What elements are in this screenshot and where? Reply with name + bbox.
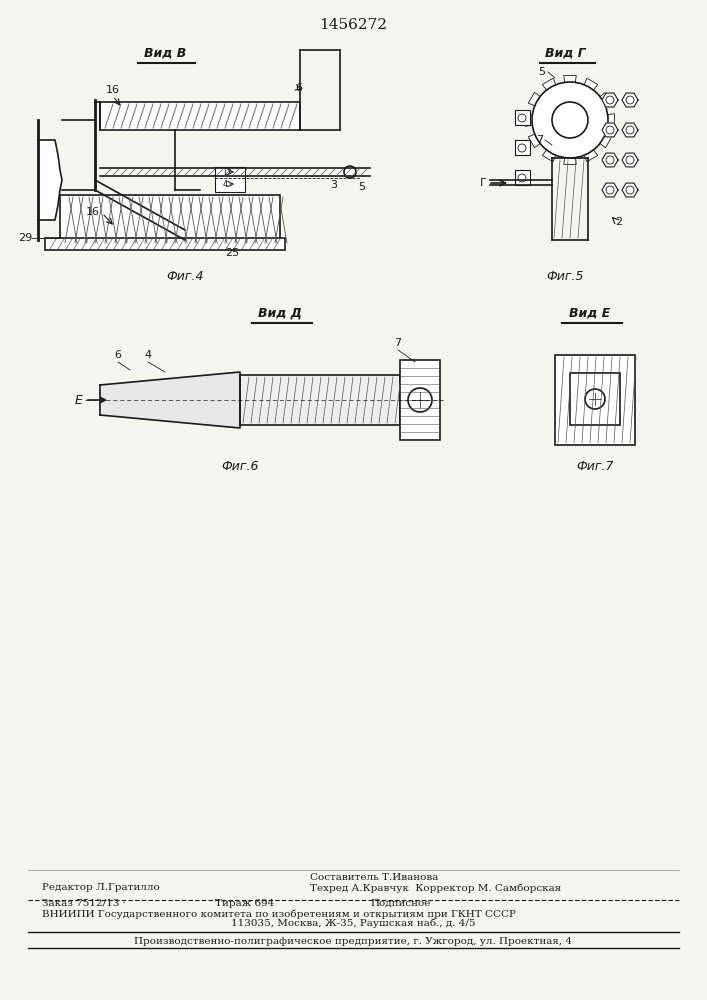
Polygon shape (607, 114, 614, 126)
Bar (515, 140, 530, 155)
Polygon shape (542, 150, 556, 162)
Polygon shape (600, 92, 612, 106)
Text: Вид В: Вид В (144, 47, 186, 60)
Text: Фиг.5: Фиг.5 (547, 270, 584, 283)
Polygon shape (528, 134, 540, 148)
Circle shape (532, 82, 608, 158)
Circle shape (626, 156, 634, 164)
Text: Тираж 694: Тираж 694 (215, 898, 274, 908)
Text: Вид Д: Вид Д (258, 307, 302, 320)
Circle shape (552, 102, 588, 138)
Circle shape (518, 114, 526, 122)
Polygon shape (602, 93, 618, 107)
Circle shape (606, 186, 614, 194)
Polygon shape (622, 183, 638, 197)
Circle shape (518, 144, 526, 152)
Text: 2: 2 (615, 217, 622, 227)
Circle shape (626, 126, 634, 134)
Text: 25: 25 (225, 248, 239, 258)
Text: 6: 6 (115, 350, 122, 360)
Text: Подписное: Подписное (370, 898, 431, 908)
Circle shape (606, 156, 614, 164)
Polygon shape (38, 140, 62, 220)
Polygon shape (584, 78, 597, 90)
Text: Вид Е: Вид Е (569, 307, 611, 320)
Circle shape (626, 186, 634, 194)
Text: 4: 4 (223, 180, 228, 189)
Bar (570, 373, 620, 425)
Text: 5: 5 (358, 182, 365, 192)
Circle shape (606, 96, 614, 104)
Bar (100, 102, 300, 130)
Text: 16: 16 (86, 207, 100, 217)
Text: Редактор Л.Гратилло: Редактор Л.Гратилло (42, 884, 160, 892)
Polygon shape (563, 75, 576, 82)
Text: 1456272: 1456272 (319, 18, 387, 32)
Bar (45, 238, 285, 250)
Bar (215, 167, 245, 192)
Polygon shape (100, 372, 240, 428)
Circle shape (344, 166, 356, 178)
Text: 7: 7 (536, 135, 543, 145)
Polygon shape (525, 114, 532, 126)
Circle shape (518, 174, 526, 182)
Polygon shape (602, 153, 618, 167)
Polygon shape (584, 150, 597, 162)
Text: D: D (223, 168, 230, 177)
Circle shape (606, 126, 614, 134)
Text: Заказ 7512/13 ·: Заказ 7512/13 · (42, 898, 126, 908)
Polygon shape (622, 153, 638, 167)
Polygon shape (602, 123, 618, 137)
Polygon shape (622, 123, 638, 137)
Bar (515, 110, 530, 125)
Polygon shape (563, 158, 576, 165)
Polygon shape (622, 93, 638, 107)
Text: 113035, Москва, Ж-35, Раушская наб., д. 4/5: 113035, Москва, Ж-35, Раушская наб., д. … (230, 918, 475, 928)
Text: ВНИИПИ Государственного комитета по изобретениям и открытиям при ГКНТ СССР: ВНИИПИ Государственного комитета по изоб… (42, 909, 516, 919)
Text: Фиг.4: Фиг.4 (166, 270, 204, 283)
Text: 7: 7 (395, 338, 402, 348)
Bar (60, 195, 280, 245)
Bar (555, 355, 635, 445)
Polygon shape (542, 78, 556, 90)
Bar (240, 375, 400, 425)
Polygon shape (528, 92, 540, 106)
Text: 3: 3 (330, 180, 337, 190)
Polygon shape (600, 134, 612, 148)
Text: Фиг.7: Фиг.7 (576, 460, 614, 473)
Text: Г: Г (480, 178, 487, 188)
Circle shape (585, 389, 605, 409)
Text: Фиг.6: Фиг.6 (221, 460, 259, 473)
Text: Производственно-полиграфическое предприятие, г. Ужгород, ул. Проектная, 4: Производственно-полиграфическое предприя… (134, 938, 572, 946)
Text: Техред А.Кравчук  Корректор М. Самборская: Техред А.Кравчук Корректор М. Самборская (310, 883, 561, 893)
Polygon shape (602, 183, 618, 197)
Text: 5: 5 (538, 67, 545, 77)
Text: E: E (75, 393, 83, 406)
Text: 4: 4 (144, 350, 151, 360)
Text: 16: 16 (106, 85, 120, 95)
Circle shape (408, 388, 432, 412)
Text: Составитель Т.Иванова: Составитель Т.Иванова (310, 874, 438, 882)
Circle shape (626, 96, 634, 104)
Text: 6: 6 (295, 83, 302, 93)
Text: 29: 29 (18, 233, 32, 243)
Bar (400, 360, 440, 440)
Bar (515, 170, 530, 185)
Text: Вид Г: Вид Г (544, 47, 585, 60)
